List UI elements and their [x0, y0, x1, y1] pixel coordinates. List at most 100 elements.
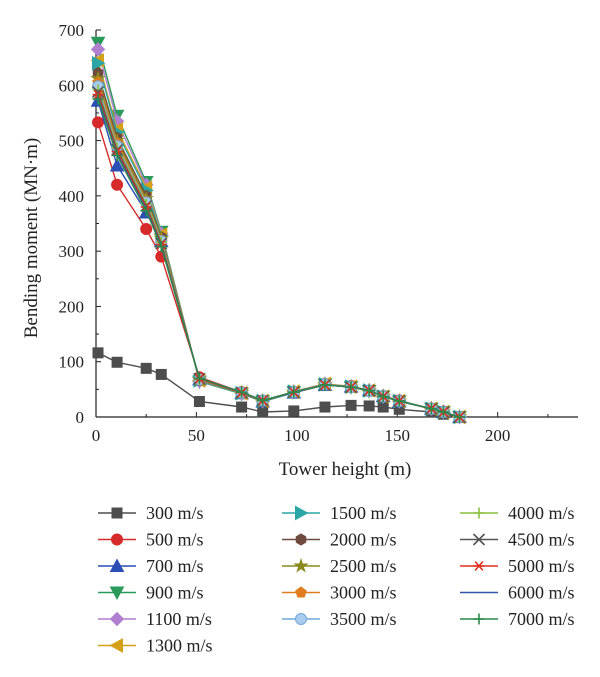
legend-item: 300 m/s — [98, 503, 204, 523]
y-tick-label: 600 — [59, 76, 85, 95]
legend-label: 1300 m/s — [146, 636, 213, 656]
legend-item: 5000 m/s — [460, 556, 575, 576]
legend-label: 5000 m/s — [508, 556, 575, 576]
series-0 — [92, 347, 466, 423]
legend-label: 3500 m/s — [330, 609, 397, 629]
legend-label: 500 m/s — [146, 530, 204, 550]
legend-item: 3000 m/s — [282, 583, 397, 603]
y-tick-label: 400 — [59, 187, 85, 206]
y-tick-label: 0 — [76, 408, 85, 427]
data-point — [140, 362, 152, 374]
legend-item: 1500 m/s — [282, 503, 397, 523]
data-point — [236, 401, 248, 413]
legend-marker — [109, 558, 125, 572]
data-point — [155, 241, 167, 253]
legend-label: 2500 m/s — [330, 556, 397, 576]
data-point — [111, 356, 123, 368]
series-line — [97, 97, 460, 418]
legend-item: 900 m/s — [98, 583, 204, 603]
data-point — [319, 401, 331, 413]
data-point — [345, 381, 357, 393]
legend-label: 6000 m/s — [508, 583, 575, 603]
legend-label: 1100 m/s — [146, 609, 212, 629]
x-axis-title: Tower height (m) — [279, 459, 412, 480]
legend-marker — [295, 586, 307, 598]
legend-marker — [109, 638, 123, 653]
series-line — [97, 42, 460, 418]
legend-item: 6000 m/s — [460, 583, 575, 603]
data-point — [140, 223, 153, 236]
legend-marker — [472, 533, 486, 546]
legend-marker — [111, 533, 123, 546]
legend-marker — [295, 505, 309, 521]
data-point — [109, 157, 125, 172]
legend-marker — [473, 507, 485, 519]
series-layer — [90, 36, 468, 425]
data-point — [363, 400, 375, 412]
series-line — [97, 86, 460, 418]
legend-label: 2000 m/s — [330, 530, 397, 550]
legend-item: 7000 m/s — [460, 609, 575, 629]
legend-item: 4500 m/s — [460, 530, 575, 550]
x-tick-label: 0 — [92, 426, 101, 445]
series-14 — [97, 97, 460, 418]
x-tick-label: 200 — [485, 426, 511, 445]
legend-item: 1100 m/s — [98, 609, 212, 629]
axes — [95, 29, 578, 418]
legend-marker — [473, 561, 485, 571]
series-line — [97, 72, 460, 418]
legend-marker — [473, 613, 485, 625]
legend-marker — [295, 533, 307, 546]
series-line — [97, 89, 460, 418]
labels-layer: Tower height (m) Bending moment (MN·m) 0… — [21, 21, 510, 480]
legend-item: 1300 m/s — [98, 636, 213, 656]
series-line — [97, 91, 460, 418]
data-point — [345, 399, 357, 411]
data-point — [363, 384, 375, 396]
legend-item: 2000 m/s — [282, 530, 397, 550]
y-axis-title: Bending moment (MN·m) — [21, 138, 42, 339]
legend-item: 4000 m/s — [460, 503, 575, 523]
x-tick-label: 50 — [188, 426, 205, 445]
series-line — [97, 98, 460, 418]
legend-label: 900 m/s — [146, 583, 204, 603]
legend-item: 500 m/s — [98, 530, 204, 550]
data-point — [257, 394, 269, 406]
legend-label: 4000 m/s — [508, 503, 575, 523]
data-point — [193, 372, 205, 384]
legend-label: 7000 m/s — [508, 609, 575, 629]
data-point — [90, 42, 106, 57]
data-point — [111, 149, 123, 161]
legend-label: 1500 m/s — [330, 503, 397, 523]
data-point — [319, 379, 331, 391]
data-point — [92, 93, 104, 105]
data-point — [425, 403, 437, 415]
data-point — [140, 205, 152, 217]
data-point — [92, 55, 106, 71]
data-point — [236, 386, 248, 398]
series-line — [97, 49, 460, 418]
y-tick-label: 200 — [59, 297, 85, 316]
series-15 — [92, 93, 466, 423]
series-line — [97, 94, 460, 418]
legend-label: 3000 m/s — [330, 583, 397, 603]
data-point — [92, 347, 104, 359]
y-tick-label: 100 — [59, 353, 85, 372]
series-1 — [92, 116, 466, 423]
legend-item: 700 m/s — [98, 556, 204, 576]
legend-label: 300 m/s — [146, 503, 204, 523]
legend-marker — [295, 613, 307, 625]
series-line — [97, 352, 460, 418]
series-line — [97, 82, 460, 418]
data-point — [92, 116, 105, 129]
data-point — [193, 396, 205, 408]
y-tick-label: 300 — [59, 242, 85, 261]
series-line — [97, 78, 460, 418]
legend-marker — [109, 611, 125, 627]
data-point — [437, 406, 449, 418]
legend-label: 4500 m/s — [508, 530, 575, 550]
data-point — [393, 395, 405, 407]
data-point — [288, 386, 300, 398]
data-point — [155, 368, 167, 380]
